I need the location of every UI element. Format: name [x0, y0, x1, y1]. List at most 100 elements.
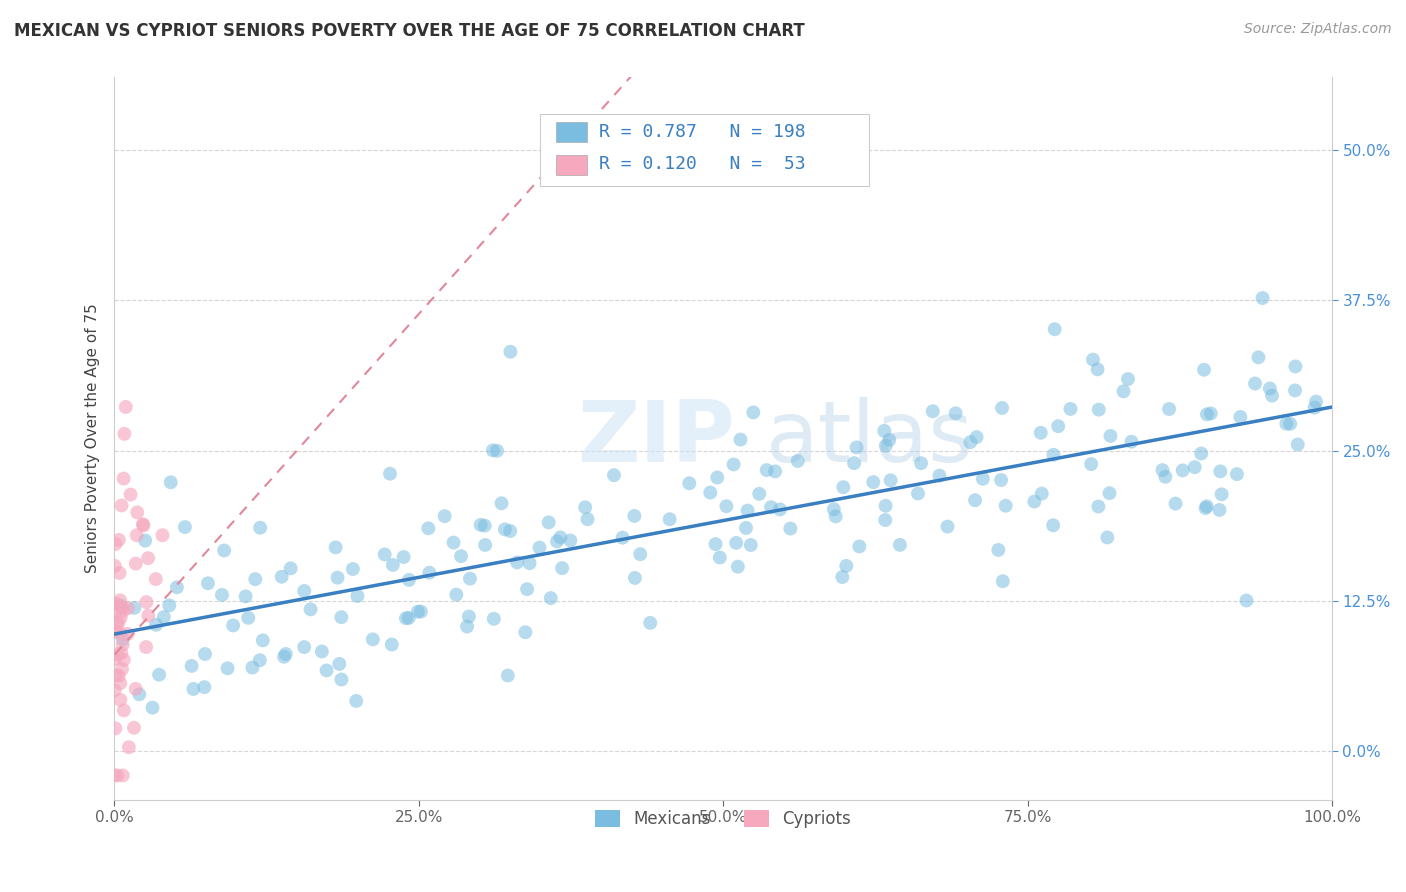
- Point: [183, 681, 205, 696]
- Point: [921, 404, 943, 418]
- Point: [105, 668, 128, 682]
- Bar: [557, 154, 586, 175]
- Point: [1284, 359, 1306, 374]
- Point: [1154, 470, 1177, 484]
- Point: [699, 485, 721, 500]
- Point: [136, 608, 159, 623]
- Point: [299, 602, 322, 616]
- Point: [1199, 407, 1222, 421]
- Point: [1024, 494, 1046, 508]
- Point: [104, 558, 127, 573]
- Point: [936, 519, 959, 533]
- Point: [111, 632, 134, 647]
- Point: [280, 561, 302, 575]
- Text: R = 0.120   N =  53: R = 0.120 N = 53: [599, 155, 806, 173]
- Point: [769, 502, 792, 516]
- Point: [474, 538, 496, 552]
- Point: [1194, 501, 1216, 516]
- Point: [361, 632, 384, 647]
- Point: [157, 599, 180, 613]
- Point: [928, 468, 950, 483]
- Point: [159, 475, 181, 490]
- Point: [292, 640, 315, 654]
- Point: [330, 673, 353, 687]
- Point: [910, 456, 932, 470]
- Text: atlas: atlas: [766, 397, 974, 480]
- Point: [134, 533, 156, 548]
- Point: [763, 464, 786, 478]
- Point: [550, 530, 572, 544]
- Point: [104, 683, 127, 698]
- Point: [1159, 402, 1181, 417]
- Point: [835, 558, 858, 573]
- Point: [395, 611, 418, 625]
- Point: [112, 426, 135, 441]
- Point: [103, 607, 125, 621]
- Point: [1080, 457, 1102, 471]
- Point: [987, 543, 1010, 558]
- Point: [862, 475, 884, 489]
- Point: [499, 524, 522, 538]
- Point: [1226, 467, 1249, 482]
- Point: [108, 626, 131, 640]
- Point: [112, 653, 135, 667]
- Point: [1261, 389, 1284, 403]
- Point: [110, 599, 132, 613]
- Point: [1275, 417, 1298, 431]
- Point: [537, 516, 560, 530]
- Point: [104, 624, 127, 638]
- Point: [1029, 425, 1052, 440]
- Point: [392, 550, 415, 565]
- Point: [136, 551, 159, 566]
- Point: [1286, 437, 1309, 451]
- Point: [381, 638, 404, 652]
- Point: [551, 561, 574, 575]
- Point: [516, 582, 538, 597]
- Point: [709, 550, 731, 565]
- Point: [496, 668, 519, 682]
- Point: [786, 454, 808, 468]
- Point: [456, 619, 478, 633]
- Point: [1251, 291, 1274, 305]
- Point: [515, 625, 537, 640]
- Point: [125, 557, 148, 571]
- Point: [1164, 497, 1187, 511]
- Point: [1087, 402, 1109, 417]
- Text: MEXICAN VS CYPRIOT SENIORS POVERTY OVER THE AGE OF 75 CORRELATION CHART: MEXICAN VS CYPRIOT SENIORS POVERTY OVER …: [14, 22, 804, 40]
- Point: [104, 652, 127, 666]
- Point: [122, 721, 145, 735]
- Point: [132, 518, 155, 533]
- Point: [104, 537, 127, 551]
- Point: [1152, 463, 1174, 477]
- Point: [152, 528, 174, 542]
- Point: [1195, 407, 1218, 421]
- Point: [326, 571, 349, 585]
- Point: [474, 518, 496, 533]
- Point: [112, 472, 135, 486]
- Point: [623, 508, 645, 523]
- Point: [1121, 434, 1143, 449]
- Point: [966, 430, 988, 444]
- Point: [212, 543, 235, 558]
- Point: [104, 624, 127, 639]
- Point: [991, 401, 1014, 415]
- Point: [540, 591, 562, 606]
- Point: [235, 590, 257, 604]
- Point: [315, 664, 337, 678]
- Point: [211, 588, 233, 602]
- Point: [742, 405, 765, 419]
- Point: [124, 600, 146, 615]
- Point: [1087, 362, 1109, 376]
- Point: [848, 540, 870, 554]
- Point: [292, 584, 315, 599]
- Point: [1305, 394, 1327, 409]
- Point: [222, 618, 245, 632]
- Point: [107, 533, 129, 547]
- Point: [274, 647, 297, 661]
- Point: [624, 571, 647, 585]
- Point: [242, 660, 264, 674]
- Point: [965, 493, 987, 508]
- Point: [1258, 382, 1281, 396]
- Point: [486, 443, 509, 458]
- Point: [111, 768, 134, 782]
